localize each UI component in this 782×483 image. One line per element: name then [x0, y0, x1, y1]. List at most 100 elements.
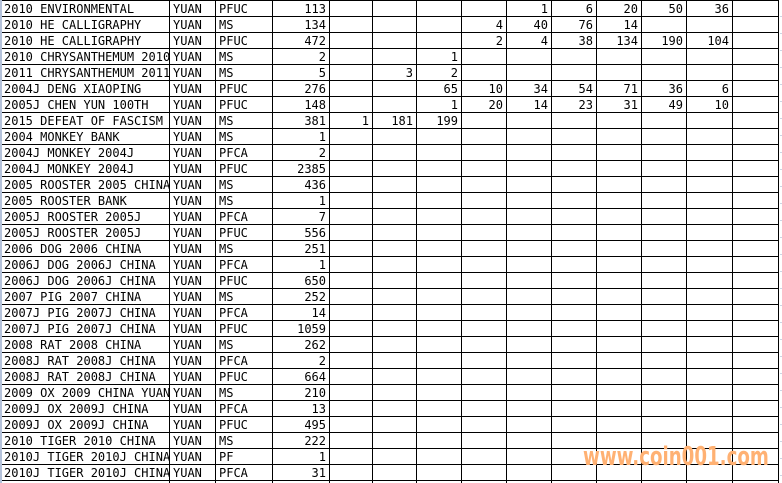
- coin-name-cell[interactable]: 2008J RAT 2008J CHINA: [2, 353, 170, 369]
- unit-cell[interactable]: YUAN: [170, 449, 216, 465]
- coin-name-cell[interactable]: 2005 ROOSTER BANK: [2, 193, 170, 209]
- value-cell-7[interactable]: [597, 65, 642, 81]
- value-cell-4[interactable]: [462, 241, 507, 257]
- value-cell-10[interactable]: [733, 289, 779, 305]
- value-cell-4[interactable]: [462, 209, 507, 225]
- value-cell-10[interactable]: [733, 81, 779, 97]
- value-cell-6[interactable]: [552, 449, 597, 465]
- value-cell-1[interactable]: [330, 289, 373, 305]
- value-cell-6[interactable]: [552, 305, 597, 321]
- unit-cell[interactable]: YUAN: [170, 241, 216, 257]
- coin-name-cell[interactable]: 2010 CHRYSANTHEMUM 2010: [2, 49, 170, 65]
- value-cell-2[interactable]: [373, 209, 417, 225]
- value-cell-5[interactable]: [507, 369, 552, 385]
- value-cell-8[interactable]: [642, 209, 687, 225]
- value-cell-1[interactable]: [330, 225, 373, 241]
- value-cell-4[interactable]: [462, 49, 507, 65]
- value-cell-5[interactable]: [507, 225, 552, 241]
- value-cell-7[interactable]: [597, 273, 642, 289]
- grade-type-cell[interactable]: MS: [216, 113, 273, 129]
- unit-cell[interactable]: YUAN: [170, 225, 216, 241]
- grade-type-cell[interactable]: MS: [216, 129, 273, 145]
- value-cell-10[interactable]: [733, 465, 779, 481]
- value-cell-5[interactable]: [507, 129, 552, 145]
- value-cell-1[interactable]: [330, 465, 373, 481]
- value-cell-5[interactable]: [507, 177, 552, 193]
- grade-type-cell[interactable]: PFCA: [216, 305, 273, 321]
- value-cell-6[interactable]: [552, 417, 597, 433]
- value-cell-9[interactable]: [687, 193, 733, 209]
- value-cell-9[interactable]: [687, 113, 733, 129]
- coin-name-cell[interactable]: 2004 MONKEY BANK: [2, 129, 170, 145]
- value-cell-8[interactable]: [642, 385, 687, 401]
- count-cell[interactable]: 664: [273, 369, 330, 385]
- value-cell-8[interactable]: [642, 321, 687, 337]
- value-cell-10[interactable]: [733, 193, 779, 209]
- value-cell-6[interactable]: [552, 129, 597, 145]
- count-cell[interactable]: 1: [273, 129, 330, 145]
- value-cell-7[interactable]: [597, 257, 642, 273]
- unit-cell[interactable]: YUAN: [170, 417, 216, 433]
- grade-type-cell[interactable]: MS: [216, 241, 273, 257]
- value-cell-1[interactable]: [330, 17, 373, 33]
- value-cell-7[interactable]: [597, 369, 642, 385]
- value-cell-10[interactable]: [733, 273, 779, 289]
- value-cell-6[interactable]: [552, 321, 597, 337]
- value-cell-4[interactable]: [462, 225, 507, 241]
- value-cell-4[interactable]: [462, 305, 507, 321]
- value-cell-7[interactable]: [597, 193, 642, 209]
- value-cell-1[interactable]: [330, 257, 373, 273]
- value-cell-2[interactable]: [373, 97, 417, 113]
- grade-type-cell[interactable]: PFCA: [216, 209, 273, 225]
- value-cell-8[interactable]: [642, 401, 687, 417]
- coin-name-cell[interactable]: 2007J PIG 2007J CHINA: [2, 321, 170, 337]
- value-cell-2[interactable]: [373, 465, 417, 481]
- value-cell-6[interactable]: [552, 481, 597, 483]
- value-cell-8[interactable]: [642, 49, 687, 65]
- count-cell[interactable]: 31: [273, 465, 330, 481]
- value-cell-6[interactable]: 54: [552, 81, 597, 97]
- count-cell[interactable]: 222: [273, 433, 330, 449]
- value-cell-2[interactable]: [373, 433, 417, 449]
- value-cell-2[interactable]: [373, 161, 417, 177]
- value-cell-1[interactable]: [330, 97, 373, 113]
- value-cell-2[interactable]: [373, 353, 417, 369]
- grade-type-cell[interactable]: MS: [216, 193, 273, 209]
- value-cell-10[interactable]: [733, 241, 779, 257]
- unit-cell[interactable]: YUAN: [170, 49, 216, 65]
- value-cell-4[interactable]: [462, 129, 507, 145]
- value-cell-1[interactable]: [330, 177, 373, 193]
- value-cell-1[interactable]: [330, 353, 373, 369]
- unit-cell[interactable]: YUAN: [170, 337, 216, 353]
- count-cell[interactable]: 134: [273, 17, 330, 33]
- value-cell-1[interactable]: [330, 49, 373, 65]
- coin-name-cell[interactable]: 2010 HE CALLIGRAPHY: [2, 17, 170, 33]
- value-cell-9[interactable]: [687, 161, 733, 177]
- coin-name-cell[interactable]: 2010J TIGER 2010J CHINA: [2, 449, 170, 465]
- value-cell-9[interactable]: 10: [687, 97, 733, 113]
- value-cell-6[interactable]: [552, 161, 597, 177]
- value-cell-9[interactable]: [687, 129, 733, 145]
- value-cell-3[interactable]: [417, 369, 462, 385]
- value-cell-8[interactable]: [642, 145, 687, 161]
- value-cell-6[interactable]: [552, 465, 597, 481]
- value-cell-2[interactable]: [373, 241, 417, 257]
- value-cell-6[interactable]: 23: [552, 97, 597, 113]
- value-cell-10[interactable]: [733, 305, 779, 321]
- value-cell-5[interactable]: [507, 401, 552, 417]
- value-cell-1[interactable]: [330, 417, 373, 433]
- value-cell-3[interactable]: [417, 193, 462, 209]
- value-cell-6[interactable]: 76: [552, 17, 597, 33]
- value-cell-3[interactable]: [417, 129, 462, 145]
- count-cell[interactable]: 210: [273, 385, 330, 401]
- value-cell-6[interactable]: 6: [552, 1, 597, 17]
- value-cell-6[interactable]: [552, 193, 597, 209]
- coin-name-cell[interactable]: 2005J ROOSTER 2005J: [2, 225, 170, 241]
- value-cell-2[interactable]: 181: [373, 113, 417, 129]
- value-cell-10[interactable]: [733, 433, 779, 449]
- value-cell-9[interactable]: [687, 241, 733, 257]
- grade-type-cell[interactable]: PFUC: [216, 97, 273, 113]
- coin-name-cell[interactable]: 2005 ROOSTER 2005 CHINA: [2, 177, 170, 193]
- value-cell-9[interactable]: 104: [687, 33, 733, 49]
- value-cell-1[interactable]: 1: [330, 113, 373, 129]
